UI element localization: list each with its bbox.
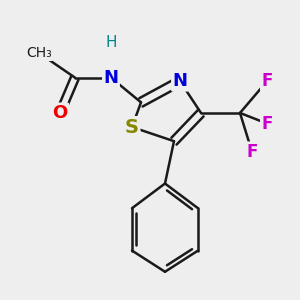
Text: O: O	[52, 104, 68, 122]
Text: F: F	[246, 143, 258, 161]
Text: F: F	[261, 115, 273, 133]
Text: F: F	[261, 72, 273, 90]
Text: S: S	[125, 118, 139, 136]
Text: H: H	[105, 35, 117, 50]
Text: N: N	[103, 69, 118, 87]
Text: CH₃: CH₃	[26, 46, 52, 60]
Text: N: N	[172, 72, 188, 90]
